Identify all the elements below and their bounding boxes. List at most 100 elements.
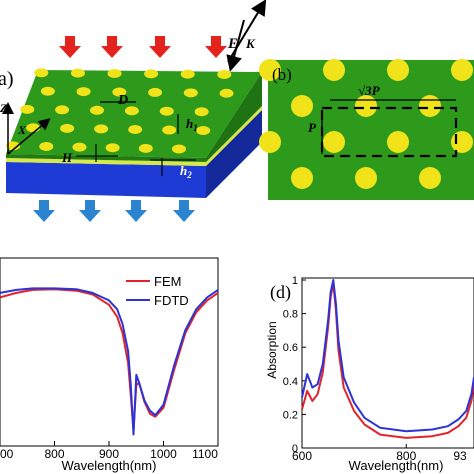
nano-disk bbox=[162, 125, 177, 135]
nano-disk bbox=[112, 87, 127, 97]
panel-b-disk bbox=[355, 167, 377, 189]
series-line-fem bbox=[301, 282, 474, 439]
panel-b-disk bbox=[419, 95, 441, 117]
panel-b-disk bbox=[259, 131, 281, 153]
nano-disk bbox=[138, 143, 153, 153]
incident-arrow bbox=[205, 36, 227, 58]
panel-c-lines bbox=[0, 287, 219, 436]
h2-label: h2 bbox=[180, 163, 192, 180]
panel-a: E K a) Z X D h1 H h2 bbox=[0, 0, 267, 222]
p-label: P bbox=[308, 120, 317, 135]
nano-disk bbox=[180, 69, 195, 79]
panel-b-disk bbox=[323, 131, 345, 153]
panel-c-ticks: 00 800 900 1000 1100 bbox=[0, 441, 219, 461]
y-tick-label: 0.2 bbox=[283, 409, 298, 421]
panel-a-label: a) bbox=[0, 68, 14, 90]
k-label: K bbox=[245, 36, 256, 51]
y-tick-label: 0.4 bbox=[283, 376, 298, 388]
nano-disk bbox=[171, 144, 186, 154]
y-tick-label: 1 bbox=[292, 275, 298, 287]
h1-sub: 1 bbox=[193, 123, 198, 133]
nano-disk bbox=[89, 105, 104, 115]
substrate-front bbox=[6, 162, 206, 198]
panel-b: (b) √3P P bbox=[259, 59, 474, 200]
incident-arrow bbox=[59, 36, 81, 58]
x-axis bbox=[7, 118, 51, 155]
panel-c-frame bbox=[0, 257, 219, 447]
panel-c-xlabel: Wavelength(nm) bbox=[62, 458, 157, 473]
legend-fdtd-label: FDTD bbox=[154, 293, 189, 308]
h-label: H bbox=[61, 150, 73, 165]
nano-disk bbox=[6, 141, 21, 151]
spacer-layer bbox=[6, 106, 262, 166]
panel-b-disk bbox=[291, 95, 313, 117]
top-layer-side bbox=[206, 72, 262, 162]
panel-d-lines bbox=[301, 279, 474, 439]
x-tick-label: 800 bbox=[396, 449, 416, 463]
panel-d-ylabel: Absorption bbox=[265, 321, 279, 378]
x-label: X bbox=[17, 123, 27, 137]
nano-disk bbox=[196, 126, 211, 136]
series-line-fdtd bbox=[0, 287, 219, 436]
e-label: E bbox=[227, 36, 238, 52]
incident-arrows bbox=[59, 36, 227, 58]
h2-sub: 2 bbox=[186, 170, 192, 180]
nano-disk bbox=[219, 88, 234, 98]
incident-arrow bbox=[149, 36, 171, 58]
nano-disk bbox=[124, 106, 139, 116]
nano-disk bbox=[70, 68, 85, 78]
e-field-arrow bbox=[227, 0, 267, 63]
panel-b-disk bbox=[451, 131, 473, 153]
x-tick-label: 1000 bbox=[150, 447, 177, 461]
nano-disk bbox=[194, 107, 209, 117]
panel-b-label: (b) bbox=[272, 65, 292, 84]
panel-d-label: (d) bbox=[270, 282, 291, 303]
y-tick-label: 0.8 bbox=[283, 309, 298, 321]
panel-d: 0 0.2 0.4 0.6 0.8 1 600 800 93 (d) Absorption Wa… bbox=[265, 275, 474, 473]
panel-c-legend: FEM FDTD bbox=[126, 274, 189, 308]
y-tick-label: 0.6 bbox=[283, 342, 298, 354]
nano-disk bbox=[94, 124, 109, 134]
nano-disk bbox=[217, 69, 232, 79]
nano-disk bbox=[159, 106, 174, 116]
nano-disk bbox=[60, 123, 75, 133]
sqrt3p-label: √3P bbox=[358, 83, 381, 98]
panel-b-disk bbox=[323, 59, 345, 81]
legend-fem-label: FEM bbox=[154, 274, 181, 289]
transmitted-arrow bbox=[125, 200, 147, 222]
incident-arrow bbox=[101, 36, 123, 58]
x-tick-label: 900 bbox=[99, 447, 119, 461]
nano-disk bbox=[183, 88, 198, 98]
panel-b-disk bbox=[419, 167, 441, 189]
panel-b-disk bbox=[259, 59, 281, 81]
nano-disk bbox=[76, 87, 91, 97]
y-tick-label: 0 bbox=[292, 443, 298, 455]
panel-d-frame bbox=[301, 277, 474, 449]
nano-disk bbox=[148, 87, 163, 97]
panel-b-disk bbox=[387, 59, 409, 81]
panel-b-disk bbox=[387, 131, 409, 153]
transmitted-arrows bbox=[33, 200, 195, 222]
k-vector-arrow bbox=[226, 19, 245, 72]
x-tick-label: 00 bbox=[0, 447, 14, 461]
panel-b-disk bbox=[451, 59, 473, 81]
nano-disk bbox=[128, 124, 143, 134]
x-tick-label: 1100 bbox=[192, 447, 218, 461]
transmitted-arrow bbox=[173, 200, 195, 222]
substrate-side bbox=[206, 110, 262, 198]
transmitted-arrow bbox=[79, 200, 101, 222]
x-tick-label: 600 bbox=[292, 449, 312, 463]
nano-disk bbox=[20, 104, 35, 114]
x-tick-label: 93 bbox=[453, 449, 467, 463]
transmitted-arrow bbox=[33, 200, 55, 222]
panel-c: 00 800 900 1000 1100 FEM FDTD Wavelength(nm) bbox=[0, 257, 219, 473]
panel-b-disk bbox=[355, 95, 377, 117]
series-line-fdtd bbox=[301, 279, 474, 433]
nano-disk bbox=[39, 141, 54, 151]
z-label: Z bbox=[0, 101, 8, 115]
panel-d-xlabel: Wavelength(nm) bbox=[349, 458, 444, 473]
nano-disk bbox=[40, 86, 55, 96]
nano-disk bbox=[34, 68, 49, 78]
nano-disk bbox=[55, 105, 70, 115]
